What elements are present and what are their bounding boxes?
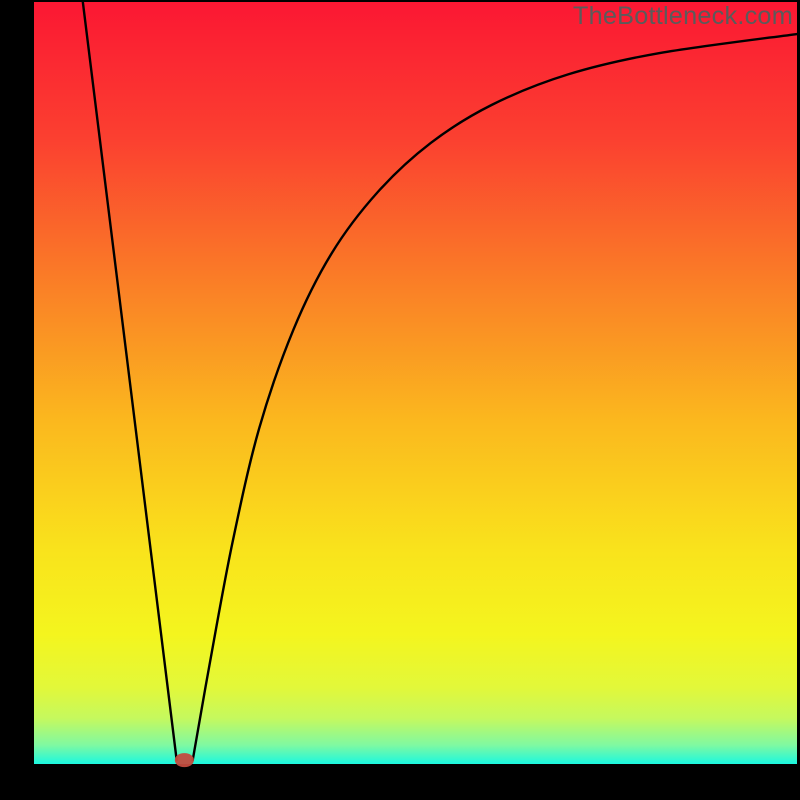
curve-layer xyxy=(34,2,797,764)
watermark-text: TheBottleneck.com xyxy=(573,2,793,31)
stage: TheBottleneck.com xyxy=(0,0,800,800)
minimum-marker xyxy=(175,753,193,767)
curve-left-branch xyxy=(83,2,177,760)
curve-right-branch xyxy=(193,34,797,760)
plot-area: TheBottleneck.com xyxy=(34,2,797,764)
